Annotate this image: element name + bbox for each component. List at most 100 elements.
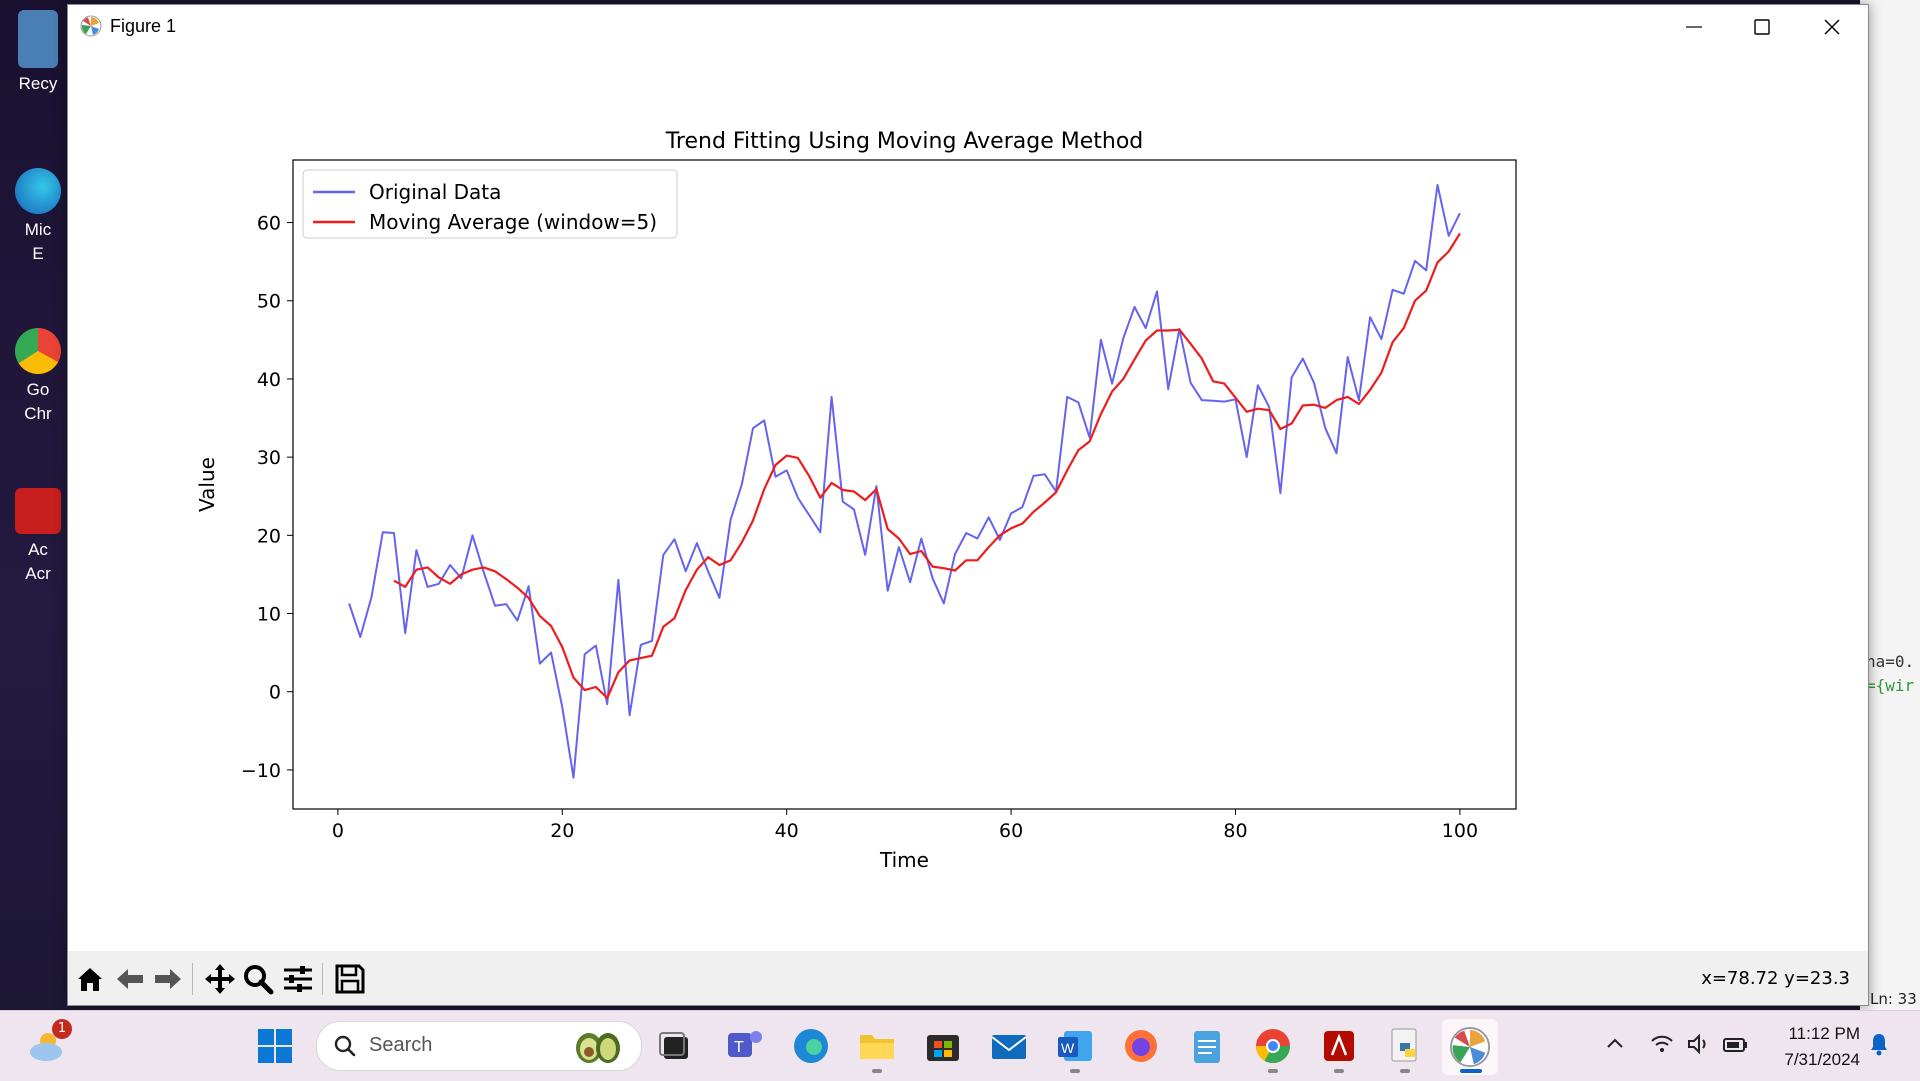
zoom-button[interactable]: [240, 961, 276, 997]
word-icon: W: [1058, 1031, 1092, 1061]
x-tick-label: 80: [1223, 820, 1247, 842]
desktop-icon-label: Go Chr: [24, 380, 52, 423]
close-icon: [1824, 19, 1840, 35]
legend-label: Original Data: [369, 180, 501, 204]
figure-window: Figure 1 Trend Fitting Using Moving Aver…: [67, 4, 1869, 1006]
taskbar-notepad[interactable]: [1186, 1025, 1228, 1067]
back-button[interactable]: [112, 961, 148, 997]
x-tick-label: 0: [332, 820, 344, 842]
taskbar-mail[interactable]: [988, 1025, 1030, 1067]
mail-icon: [991, 1035, 1027, 1059]
store-icon: [927, 1035, 959, 1061]
maximize-button[interactable]: [1728, 5, 1796, 49]
figure-canvas[interactable]: Trend Fitting Using Moving Average Metho…: [68, 49, 1868, 951]
y-tick-label: 0: [269, 682, 281, 704]
running-indicator: [872, 1069, 882, 1073]
home-icon: [78, 968, 102, 991]
x-axis-label: Time: [879, 848, 929, 872]
minimize-icon: [1686, 26, 1702, 28]
toolbar-separator: [322, 963, 323, 995]
desktop-icon-chrome[interactable]: Go Chr: [8, 328, 68, 426]
start-button[interactable]: [254, 1025, 296, 1067]
configure-subplots-button[interactable]: [280, 961, 316, 997]
chrome-icon: [1256, 1029, 1290, 1063]
y-tick-label: 50: [257, 291, 281, 313]
series-line-original-data: [348, 184, 1461, 779]
status-line-number: Ln: 33: [1870, 990, 1917, 1008]
taskbar-acrobat[interactable]: [1318, 1025, 1360, 1067]
desktop-icon-acrobat[interactable]: Ac Acr: [8, 488, 68, 586]
taskbar-python-editor[interactable]: [1384, 1025, 1426, 1067]
clock-time: 11:12 PM: [1788, 1024, 1860, 1043]
weather-widget[interactable]: 1: [26, 1019, 72, 1067]
magnifier-icon: [244, 965, 274, 995]
chart-title: Trend Fitting Using Moving Average Metho…: [665, 129, 1144, 154]
matplotlib-icon: [80, 15, 102, 37]
edge-icon: [794, 1029, 828, 1063]
y-tick-label: 60: [257, 213, 281, 235]
taskbar-chrome[interactable]: [1252, 1025, 1294, 1067]
clock-date: 7/31/2024: [1784, 1050, 1860, 1069]
code-fragment: ={wir: [1866, 676, 1915, 695]
x-tick-label: 60: [999, 820, 1023, 842]
teams-icon: T: [728, 1031, 762, 1057]
move-icon: [205, 964, 235, 994]
toolbar-separator: [192, 963, 193, 995]
taskbar-teams[interactable]: T: [724, 1025, 766, 1067]
desktop-icon-label: Ac Acr: [25, 540, 51, 583]
active-indicator: [1460, 1069, 1482, 1073]
chevron-up-icon[interactable]: [1604, 1033, 1626, 1055]
y-tick-label: −10: [241, 760, 281, 782]
taskbar-matplotlib-active[interactable]: [1442, 1019, 1498, 1075]
code-fragment: ha=0.: [1866, 652, 1915, 671]
floppy-disk-icon: [335, 964, 365, 994]
taskbar-store[interactable]: [922, 1025, 964, 1067]
close-button[interactable]: [1798, 5, 1866, 49]
wifi-icon[interactable]: [1650, 1033, 1674, 1055]
taskbar-edge[interactable]: [790, 1025, 832, 1067]
task-view-icon: [659, 1032, 688, 1059]
taskbar-search[interactable]: Search: [316, 1021, 642, 1071]
matplotlib-icon: [1449, 1026, 1491, 1068]
desktop: Recy Mic E Go Chr Ac Acr: [0, 0, 70, 1010]
avocado-icon: [576, 1033, 620, 1063]
taskbar-file-explorer[interactable]: [856, 1025, 898, 1067]
y-tick-label: 10: [257, 604, 281, 626]
axes-frame: [292, 159, 1517, 810]
desktop-icon-label: Mic E: [24, 220, 52, 263]
x-tick-label: 20: [550, 820, 574, 842]
chart: Trend Fitting Using Moving Average Metho…: [195, 129, 1517, 872]
taskbar-firefox[interactable]: [1120, 1025, 1162, 1067]
y-tick-label: 20: [257, 525, 281, 547]
python-file-icon: [1391, 1028, 1417, 1062]
windows-logo-icon: [258, 1029, 292, 1063]
background-editor-window: ha=0. ={wir Ln: 33: [1860, 0, 1920, 1010]
sliders-icon: [284, 966, 312, 992]
y-tick-label: 30: [257, 447, 281, 469]
pan-button[interactable]: [202, 961, 238, 997]
running-indicator: [1070, 1069, 1080, 1073]
taskbar-task-view[interactable]: [654, 1025, 696, 1067]
minimize-button[interactable]: [1660, 5, 1728, 49]
x-tick-label: 40: [775, 820, 799, 842]
legend-label: Moving Average (window=5): [369, 210, 657, 234]
recycle-bin-icon: [18, 10, 58, 68]
running-indicator: [1400, 1069, 1410, 1073]
desktop-icon-recycle-bin[interactable]: Recy: [8, 10, 68, 96]
system-clock[interactable]: 11:12 PM 7/31/2024: [1768, 1021, 1860, 1073]
save-button[interactable]: [332, 961, 368, 997]
title-bar[interactable]: Figure 1: [68, 5, 1868, 49]
battery-icon[interactable]: [1722, 1033, 1750, 1055]
notepad-icon: [1194, 1031, 1220, 1063]
window-title: Figure 1: [110, 16, 177, 36]
desktop-icon-edge[interactable]: Mic E: [8, 168, 68, 266]
series-line-moving-average: [393, 232, 1461, 700]
y-tick-label: 40: [257, 369, 281, 391]
home-button[interactable]: [72, 961, 108, 997]
notification-bell-icon[interactable]: [1868, 1031, 1890, 1057]
taskbar-word[interactable]: W: [1054, 1025, 1096, 1067]
volume-icon[interactable]: [1686, 1033, 1712, 1055]
legend-box: [302, 169, 678, 239]
svg-text:W: W: [1061, 1040, 1075, 1056]
forward-button[interactable]: [150, 961, 186, 997]
